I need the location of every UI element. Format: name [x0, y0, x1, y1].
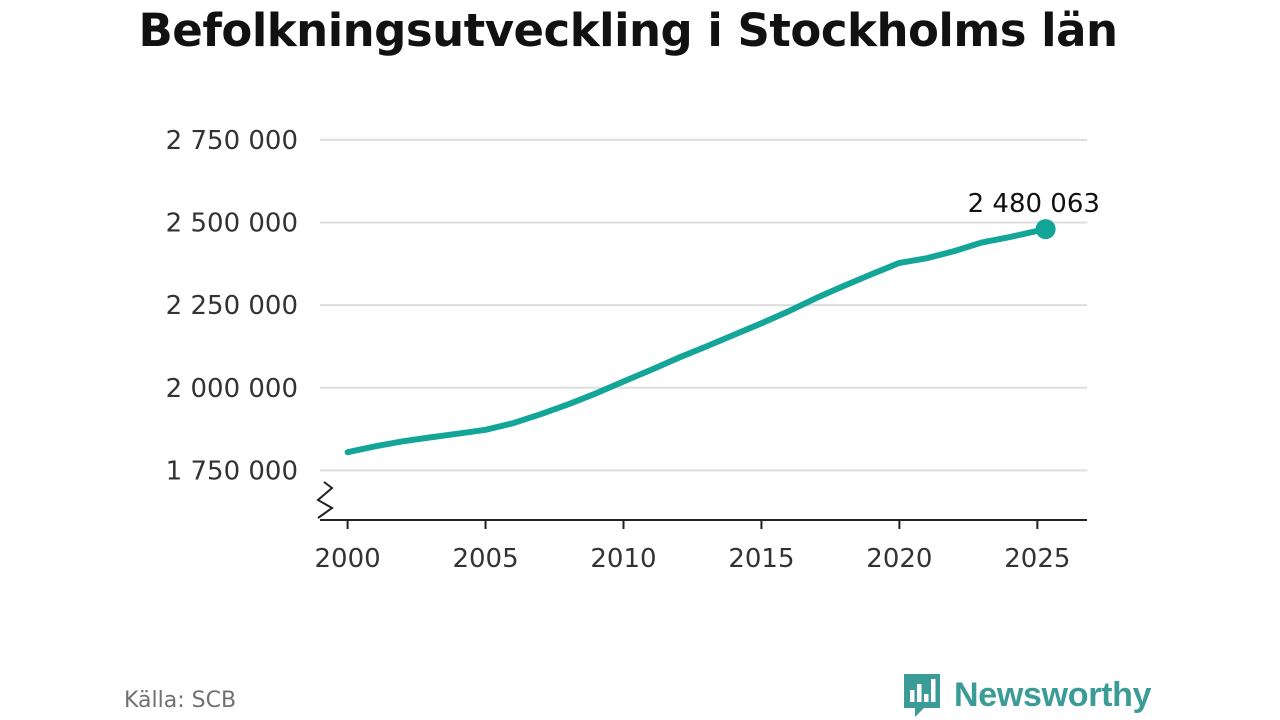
chart-title: Befolkningsutveckling i Stockholms län — [138, 4, 1119, 57]
y-tick-label: 2 750 000 — [166, 126, 298, 156]
brand-logo[interactable]: Newsworthy — [902, 672, 1152, 718]
source-note: Källa: SCB — [124, 688, 237, 713]
x-tick-label: 2010 — [590, 544, 656, 574]
y-tick-label: 2 500 000 — [166, 209, 298, 239]
brand-name: Newsworthy — [954, 675, 1152, 714]
x-tick-label: 2005 — [452, 544, 518, 574]
y-tick-label: 1 750 000 — [166, 456, 298, 486]
labels: 1 750 000 2 000 000 2 250 000 2 500 000 2 75… — [166, 126, 1100, 574]
axis-break-mark — [316, 481, 334, 519]
x-tick-label: 2025 — [1004, 544, 1070, 574]
x-tick-label: 2020 — [866, 544, 932, 574]
x-tick-label: 2015 — [728, 544, 794, 574]
y-tick-label: 2 000 000 — [166, 374, 298, 404]
grid-lines — [320, 138, 1087, 472]
newsworthy-logo-icon — [904, 674, 940, 717]
axes — [316, 481, 1087, 529]
series-layer — [344, 219, 1056, 456]
x-tick-label: 2000 — [315, 544, 381, 574]
end-value-label: 2 480 063 — [968, 189, 1100, 219]
series-line — [344, 226, 1049, 456]
y-tick-label: 2 250 000 — [166, 291, 298, 321]
end-point-marker — [1035, 219, 1056, 240]
